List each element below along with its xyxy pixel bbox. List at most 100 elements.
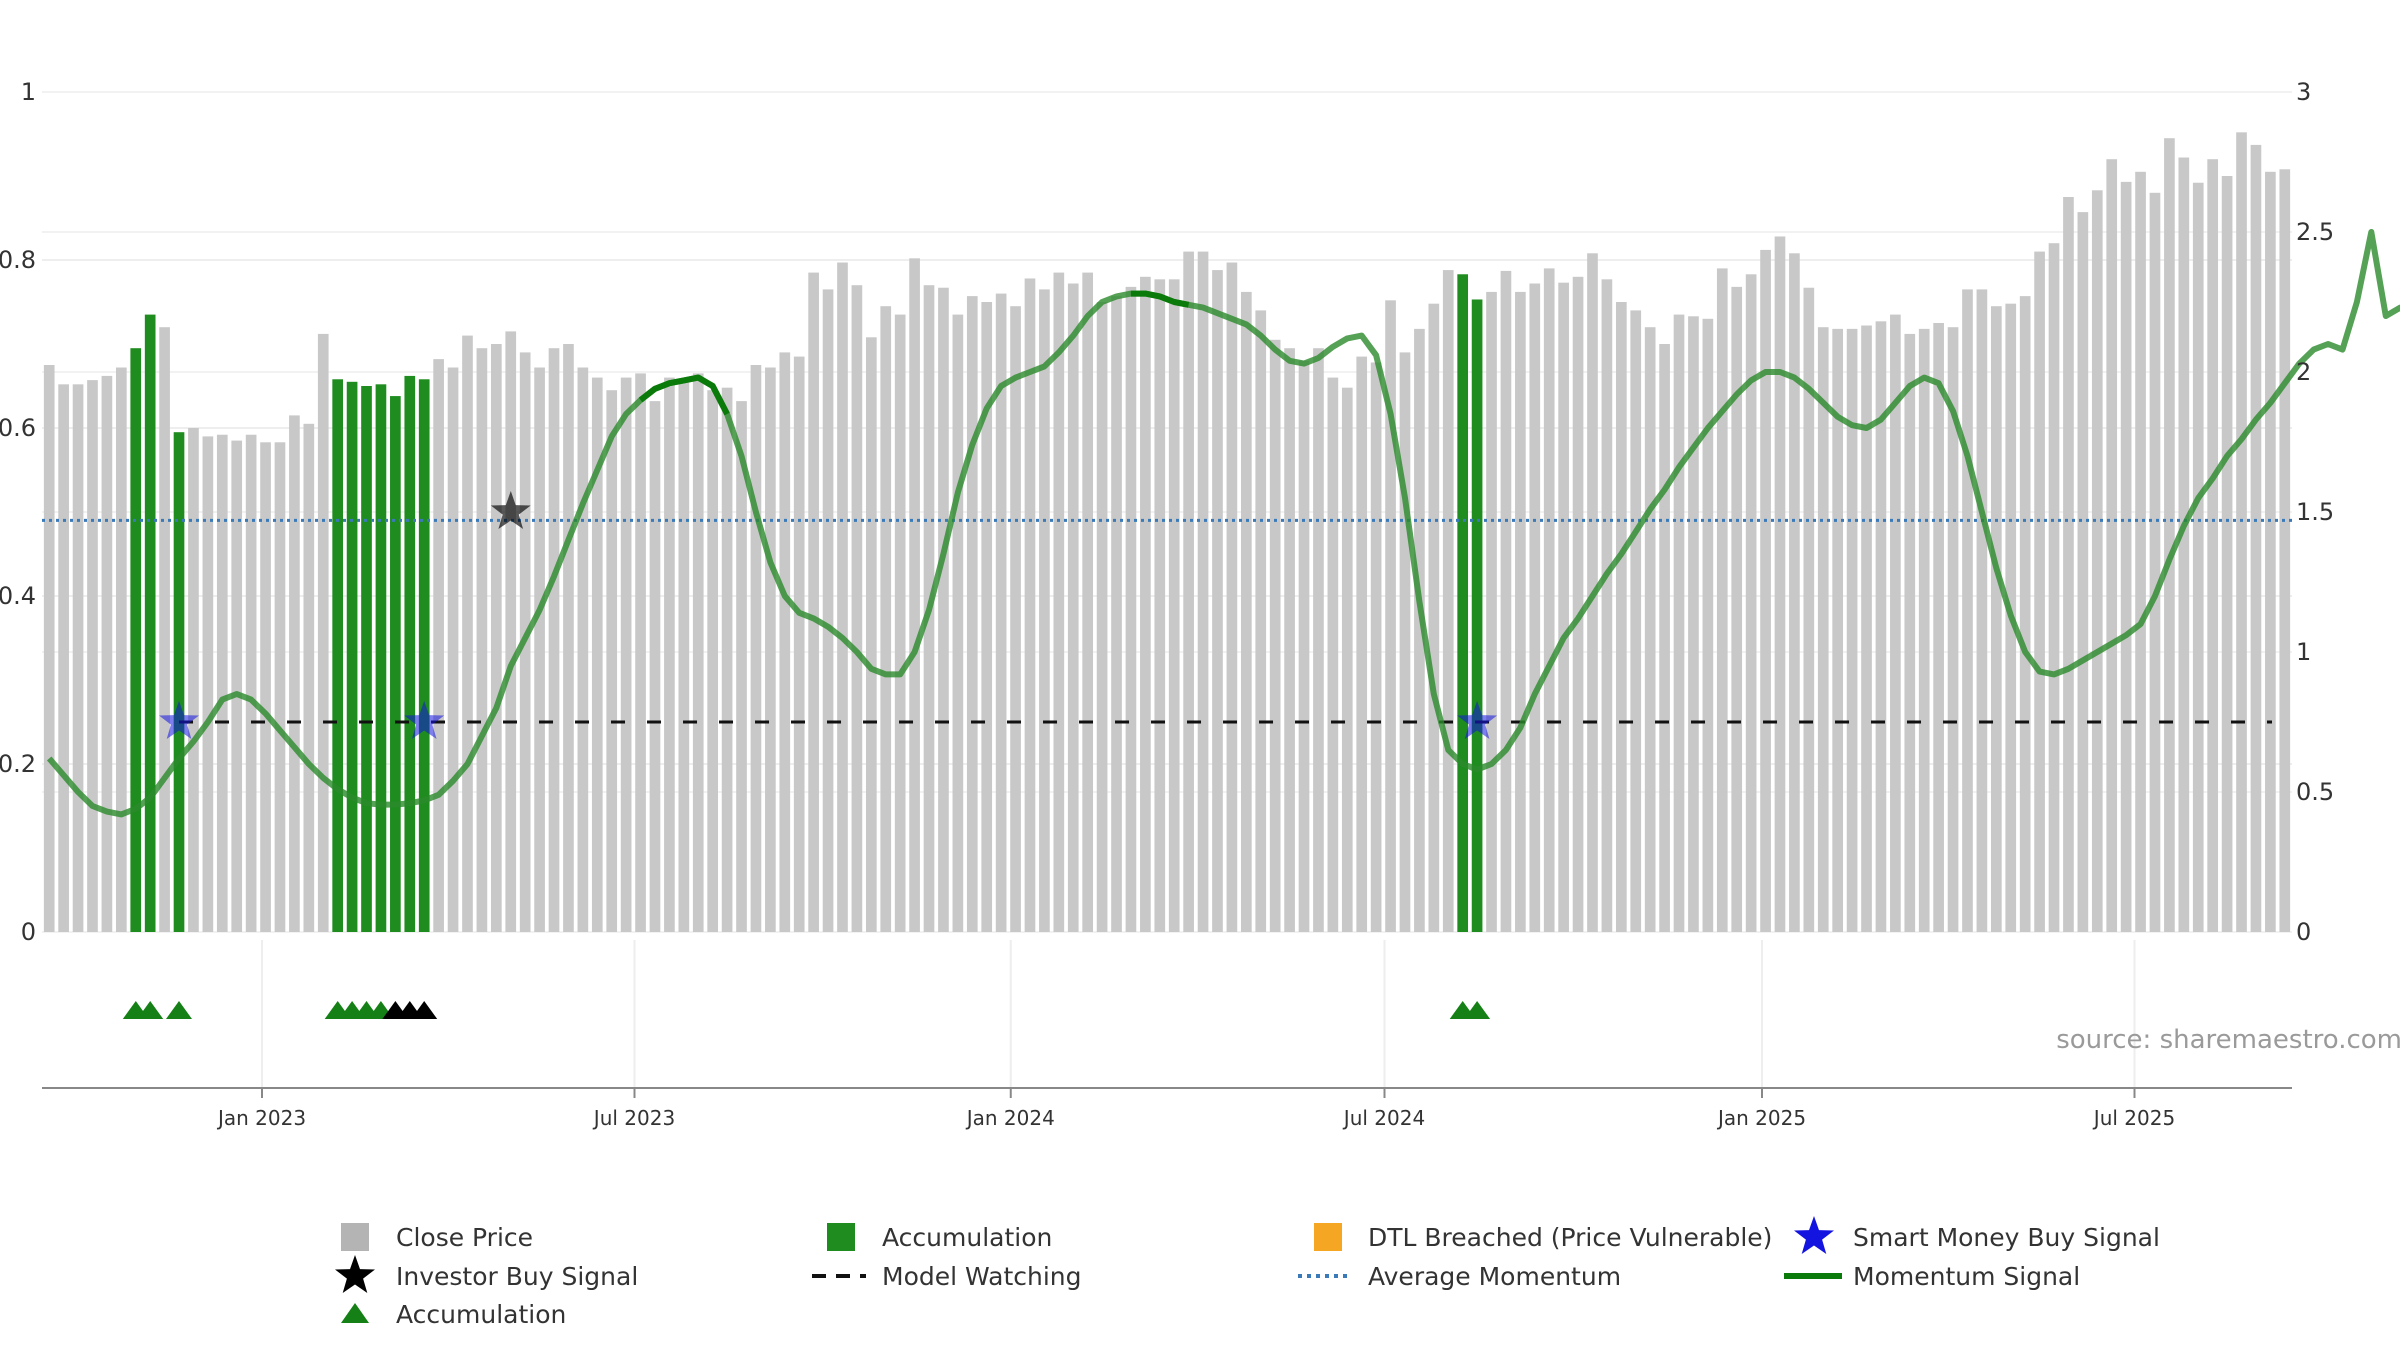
close-price-bar [1716, 268, 1728, 932]
signal-markers [159, 491, 1498, 739]
legend-investor-star [335, 1255, 375, 1293]
momentum-line [46, 229, 2400, 818]
close-price-bar [2192, 182, 2204, 933]
accumulation-bar [390, 396, 401, 933]
close-price-bar [1861, 325, 1872, 932]
close-price-bar [1947, 327, 1959, 932]
close-price-bar [72, 384, 84, 932]
close-price-bar [1356, 356, 1368, 933]
close-price-bar [1846, 328, 1858, 932]
accumulation-bar [404, 375, 416, 932]
legend-accumulation-triangle [341, 1303, 369, 1323]
x-tick-label: Jan 2023 [216, 1106, 306, 1130]
close-price-bar [1688, 316, 1699, 932]
close-price-bar [1918, 328, 1930, 932]
accumulation-bar [144, 314, 156, 933]
close-price-bar [1976, 289, 1988, 932]
accumulation-bar [332, 379, 344, 932]
accumulation-marker [137, 1001, 164, 1019]
close-price-bar [1817, 327, 1829, 932]
close-price-bar [2207, 159, 2219, 932]
close-price-bar [216, 434, 228, 932]
close-price-bar [1572, 276, 1584, 932]
close-price-bar [1212, 270, 1223, 933]
momentum-signal-highlight [638, 374, 730, 416]
close-price-bar [2149, 192, 2161, 933]
close-price-bar [1875, 321, 1887, 932]
close-price-bar [1659, 344, 1670, 932]
close-price-bar [476, 348, 488, 932]
close-price-bar [447, 367, 459, 932]
y-left-tick-label: 1 [21, 78, 36, 106]
close-price-bar [577, 367, 589, 932]
close-price-bar [1962, 289, 1973, 932]
close-price-bar [721, 387, 733, 932]
close-price-bar [779, 352, 791, 932]
close-price-bar [101, 375, 113, 932]
close-price-bar [1543, 268, 1555, 932]
close-price-bar [1082, 272, 1094, 933]
legend-accumulation-marker-label: Accumulation [396, 1300, 566, 1329]
y-right-tick-label: 1.5 [2296, 498, 2334, 526]
accumulation-marker [1464, 1001, 1491, 1019]
close-price-bar [765, 367, 776, 932]
close-price-bar [1745, 274, 1757, 932]
close-price-bar [1284, 348, 1295, 932]
close-price-bar [1615, 302, 1627, 932]
close-price-bar [202, 436, 214, 932]
close-price-bar [1226, 262, 1238, 932]
close-price-bar [2178, 157, 2190, 932]
close-price-bar [43, 365, 55, 932]
close-price-bar [303, 423, 315, 932]
close-price-bar [1673, 314, 1685, 933]
close-price-bar [1039, 289, 1050, 932]
legend-dtl-swatch [1314, 1223, 1342, 1251]
legend-close-price-label: Close Price [396, 1223, 533, 1252]
close-price-bar [1140, 276, 1151, 932]
close-price-bar [2265, 171, 2276, 933]
close-price-bar [1428, 303, 1440, 932]
close-price-bar [880, 306, 892, 932]
close-price-bar [707, 390, 719, 932]
close-price-bar [2164, 138, 2175, 932]
close-price-bar [606, 390, 618, 932]
x-tick-label: Jul 2024 [1342, 1106, 1425, 1130]
close-price-bar [1644, 327, 1656, 932]
accumulation-bar [130, 348, 142, 932]
momentum-signal-line [46, 229, 2400, 818]
close-price-bar [1154, 279, 1166, 932]
close-price-bar [1702, 318, 1714, 932]
close-price-bar [591, 377, 603, 933]
close-price-bar [1096, 302, 1108, 932]
close-price-bar [664, 377, 675, 933]
close-price-bar [2106, 159, 2118, 932]
close-price-bar [490, 344, 502, 932]
close-price-bar [2236, 132, 2247, 932]
close-price-bar [1269, 339, 1281, 932]
close-price-bar [2077, 212, 2089, 932]
legend-smart-money-label: Smart Money Buy Signal [1853, 1223, 2160, 1252]
close-price-bar [115, 367, 127, 932]
close-price-bar [1370, 362, 1382, 933]
close-price-bar [1486, 291, 1497, 932]
close-price-bar [462, 335, 473, 933]
close-price-bar [981, 302, 993, 932]
y-left-tick-label: 0 [21, 918, 36, 946]
close-price-bar [1111, 296, 1122, 932]
close-price-bar [1933, 323, 1944, 932]
y-right-tick-label: 3 [2296, 78, 2311, 106]
x-tick-label: Jan 2024 [965, 1106, 1055, 1130]
close-price-bar [1442, 270, 1454, 933]
close-price-bar [909, 258, 920, 932]
close-price-bar [260, 442, 271, 932]
investor-buy-signal [490, 491, 531, 529]
close-price-bar [938, 287, 949, 933]
close-price-bar [808, 272, 819, 933]
x-tick-label: Jul 2025 [2092, 1106, 2175, 1130]
close-price-bar [2250, 144, 2262, 933]
smart-money-buy-signal [404, 701, 445, 739]
close-price-bar [894, 314, 906, 933]
legend-accumulation-bar-swatch [827, 1223, 855, 1251]
close-price-bar [1414, 328, 1425, 932]
y-right-tick-label: 2 [2296, 358, 2311, 386]
